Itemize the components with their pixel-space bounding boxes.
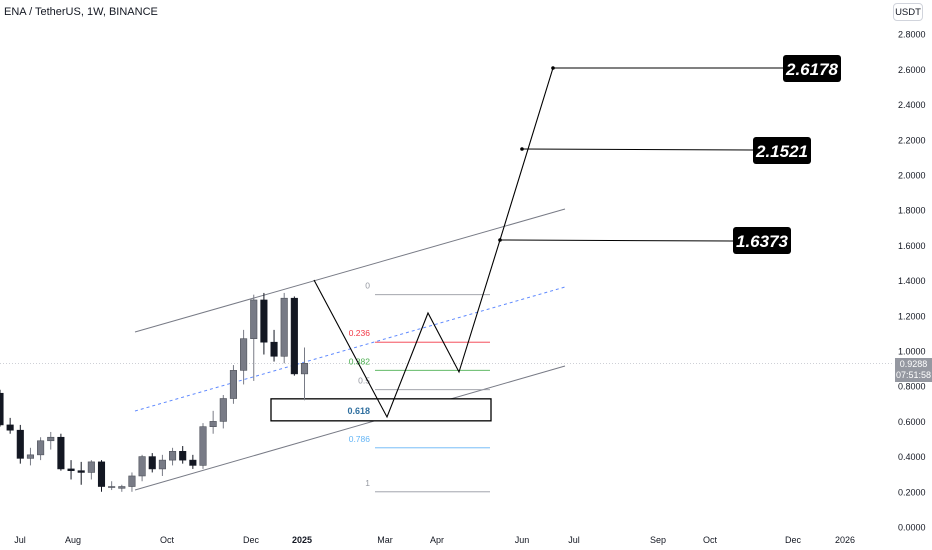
candle-body <box>128 475 136 487</box>
candle-body <box>26 454 35 459</box>
target-label-box <box>753 137 811 164</box>
last-price-tag: 0.9288 07:51:58 <box>895 358 932 382</box>
x-axis-tick-label: Oct <box>703 535 718 545</box>
candle-body <box>37 440 45 456</box>
x-axis-tick-label: 2025 <box>292 535 312 545</box>
x-axis-tick-label: 2026 <box>835 535 855 545</box>
y-axis-tick-label: 2.6000 <box>898 65 926 75</box>
y-axis-tick-label: 0.6000 <box>898 417 926 427</box>
bar-countdown: 07:51:58 <box>895 370 932 380</box>
fib-level-label: 0.5 <box>358 376 370 386</box>
channel-lower-line <box>134 365 566 491</box>
target-label-box <box>783 55 841 82</box>
x-axis-tick-label: Jul <box>14 535 26 545</box>
candle-body <box>77 470 85 473</box>
y-axis-tick-label: 0.0000 <box>898 523 926 533</box>
target-label-box <box>733 227 791 254</box>
candle-body <box>57 436 65 470</box>
x-axis-tick-label: Sep <box>650 535 666 545</box>
y-axis-tick-label: 1.6000 <box>898 241 926 251</box>
fib-level-label: 0.236 <box>349 328 371 338</box>
candle-body <box>250 299 258 339</box>
candle-body <box>138 456 146 477</box>
y-axis-tick-label: 0.4000 <box>898 452 926 462</box>
y-axis-tick-label: 1.8000 <box>898 206 926 216</box>
channel-midline <box>134 286 566 412</box>
x-axis-tick-label: Mar <box>377 535 393 545</box>
x-axis-tick-label: Dec <box>785 535 802 545</box>
candle-body <box>229 370 237 399</box>
fib-level-label: 0.382 <box>349 356 371 366</box>
target-price-label: 2.1521 <box>755 142 808 161</box>
fib-level-label: 0.786 <box>349 434 371 444</box>
y-axis-tick-label: 0.8000 <box>898 382 926 392</box>
candle-body <box>6 424 14 431</box>
candle-body <box>67 468 75 471</box>
last-price-value: 0.9288 <box>899 359 928 369</box>
target-price-label: 2.6178 <box>785 60 839 79</box>
candle-body <box>240 338 248 371</box>
candle-body <box>169 451 177 461</box>
y-axis-tick-label: 1.4000 <box>898 276 926 286</box>
candle-body <box>87 461 95 473</box>
fib-level-label: 0 <box>365 281 370 291</box>
candle-body <box>219 398 227 422</box>
x-axis-tick-label: Aug <box>65 535 81 545</box>
y-axis-tick-label: 0.2000 <box>898 487 926 497</box>
currency-button[interactable]: USDT <box>893 3 923 21</box>
y-axis-tick-label: 2.2000 <box>898 135 926 145</box>
y-axis-tick-label: 2.0000 <box>898 171 926 181</box>
candle-body <box>97 461 106 487</box>
candle-body <box>280 297 288 357</box>
target-anchor-dot <box>520 147 524 151</box>
candle-body <box>260 299 268 343</box>
candle-body <box>0 392 4 426</box>
target-price-label: 1.6373 <box>736 232 789 251</box>
target-anchor-dot <box>498 238 502 242</box>
candle-body <box>300 363 309 375</box>
candle-body <box>158 459 166 470</box>
projected-path <box>313 67 554 419</box>
fib-level-label: 1 <box>365 478 370 488</box>
candle-body <box>270 341 278 357</box>
x-axis-tick-label: Dec <box>243 535 260 545</box>
y-axis-tick-label: 1.2000 <box>898 311 926 321</box>
fib-golden-zone-box <box>270 398 492 422</box>
candle-body <box>47 436 55 442</box>
channel-upper-line <box>134 208 566 333</box>
x-axis-tick-label: Jul <box>568 535 580 545</box>
x-axis-tick-label: Jun <box>515 535 530 545</box>
target-anchor-dot <box>551 66 555 70</box>
candle-body <box>16 429 24 459</box>
y-axis-tick-label: 2.8000 <box>898 30 926 40</box>
y-axis-tick-label: 2.4000 <box>898 100 926 110</box>
target-leader-line <box>499 239 734 242</box>
candle-body <box>148 456 156 470</box>
candle-body <box>108 486 116 488</box>
candle-body <box>179 451 187 461</box>
candle-body <box>118 486 126 489</box>
candle-body <box>189 459 197 466</box>
symbol-title: ENA / TetherUS, 1W, BINANCE <box>4 6 158 18</box>
x-axis-tick-label: Apr <box>430 535 444 545</box>
candle-body <box>290 297 298 375</box>
fib-level-label: 0.618 <box>347 406 370 416</box>
target-leader-line <box>521 148 754 151</box>
x-axis-tick-label: Oct <box>160 535 175 545</box>
candle-body <box>199 426 207 466</box>
candle-body <box>209 421 217 427</box>
y-axis-tick-label: 1.0000 <box>898 347 926 357</box>
